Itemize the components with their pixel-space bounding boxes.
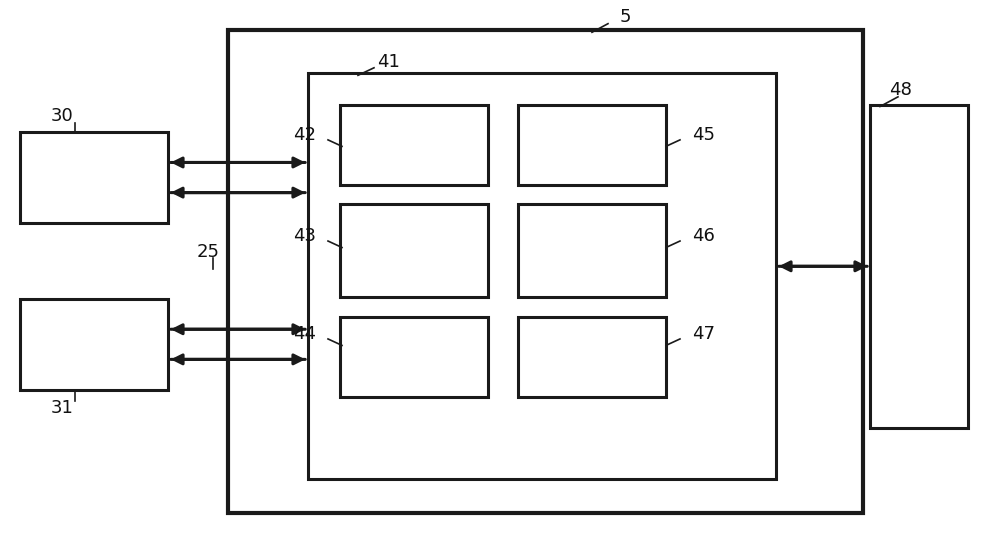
Text: 44: 44 bbox=[293, 324, 316, 343]
Text: 48: 48 bbox=[889, 81, 911, 100]
Text: 43: 43 bbox=[293, 226, 316, 245]
Text: 47: 47 bbox=[692, 324, 715, 343]
Bar bbox=[228, 30, 863, 513]
Bar bbox=[20, 132, 168, 223]
Text: 46: 46 bbox=[692, 226, 715, 245]
Bar bbox=[518, 204, 666, 297]
Text: 45: 45 bbox=[692, 125, 715, 144]
Bar bbox=[308, 73, 776, 479]
Bar bbox=[20, 299, 168, 390]
Bar bbox=[340, 105, 488, 185]
Bar bbox=[518, 105, 666, 185]
Text: 31: 31 bbox=[51, 399, 73, 417]
Text: 42: 42 bbox=[293, 125, 316, 144]
Text: 30: 30 bbox=[51, 107, 73, 125]
Text: 41: 41 bbox=[377, 53, 399, 71]
Bar bbox=[340, 317, 488, 397]
Text: 5: 5 bbox=[619, 8, 631, 26]
Bar bbox=[518, 317, 666, 397]
Bar bbox=[870, 105, 968, 428]
Text: 25: 25 bbox=[196, 243, 220, 261]
Bar bbox=[340, 204, 488, 297]
